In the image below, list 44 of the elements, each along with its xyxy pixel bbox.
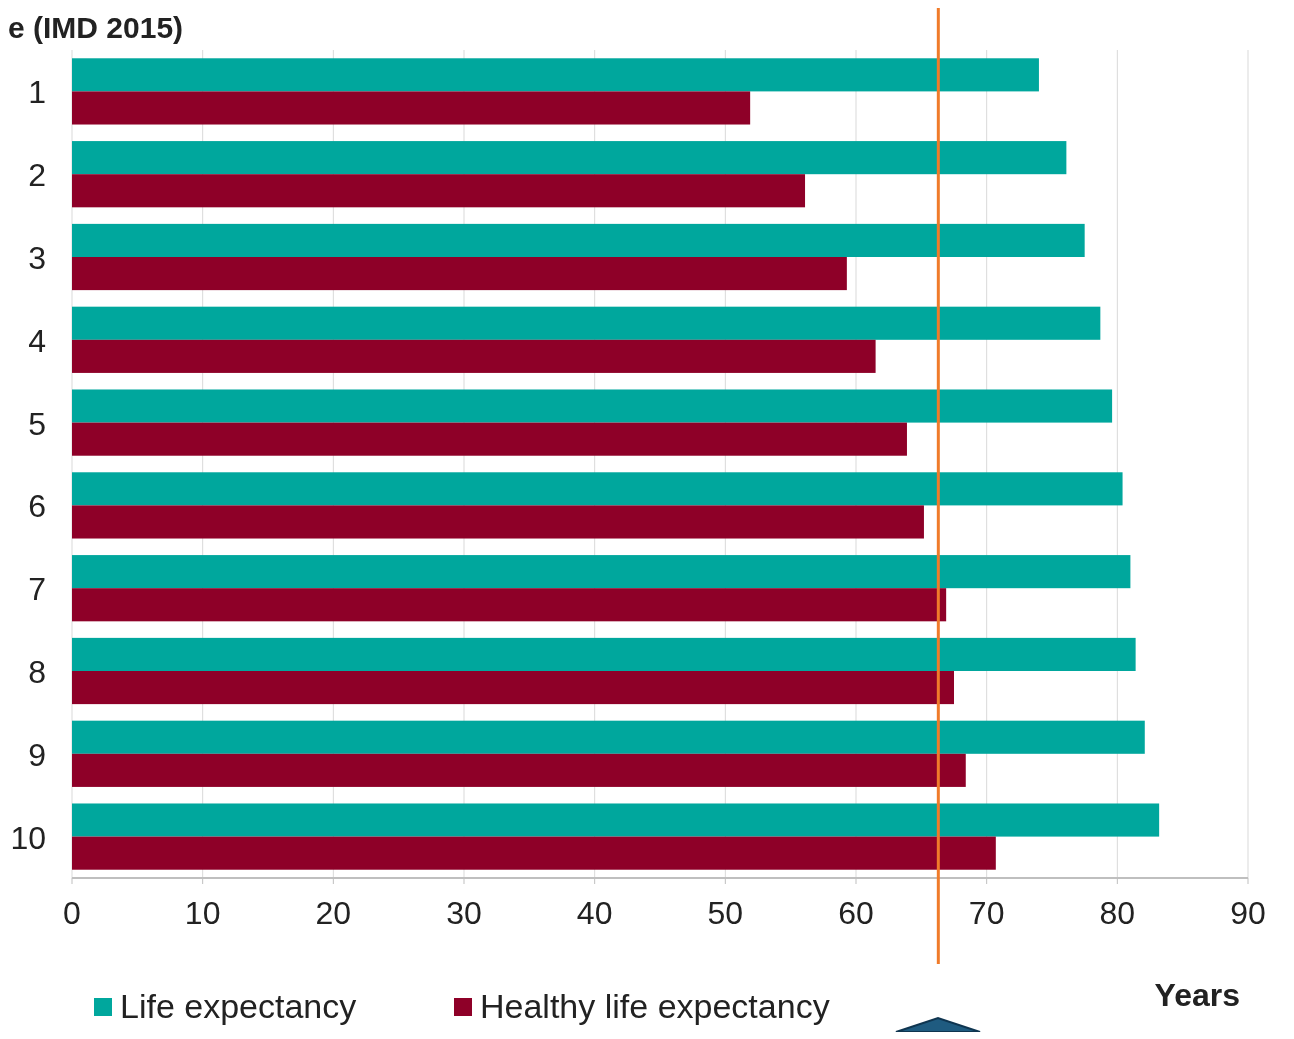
y-tick-label: 5 — [28, 405, 46, 442]
y-tick-label: 6 — [28, 488, 46, 525]
bar — [72, 91, 751, 125]
bar — [72, 472, 1123, 506]
bar — [72, 671, 954, 705]
bar — [72, 422, 907, 456]
x-tick-label: 50 — [707, 895, 744, 931]
bar — [72, 836, 996, 870]
y-tick-label: 1 — [28, 74, 46, 111]
bar — [72, 803, 1160, 837]
x-axis-title: Years — [1154, 977, 1240, 1013]
bar — [72, 753, 966, 787]
x-tick-label: 0 — [63, 895, 81, 931]
bar — [72, 257, 847, 291]
y-tick-label: 2 — [28, 157, 46, 194]
bar — [72, 555, 1131, 589]
y-tick-label: 3 — [28, 240, 46, 276]
legend-label: Life expectancy — [120, 987, 357, 1025]
bar — [72, 720, 1145, 754]
x-tick-label: 80 — [1099, 895, 1136, 931]
x-tick-label: 10 — [184, 895, 221, 931]
bar — [72, 637, 1136, 671]
x-tick-label: 70 — [968, 895, 1005, 931]
bar — [72, 588, 947, 622]
bar — [72, 58, 1039, 92]
bar — [72, 223, 1085, 257]
bar — [72, 306, 1101, 340]
bar — [72, 505, 924, 539]
x-tick-label: 30 — [446, 895, 482, 931]
y-tick-label: 9 — [28, 736, 46, 773]
bar — [72, 174, 806, 208]
chart-title: e (IMD 2015) — [8, 11, 184, 44]
x-tick-label: 40 — [576, 895, 613, 931]
y-tick-label: 8 — [28, 654, 46, 690]
y-tick-label: 10 — [10, 819, 46, 856]
bar — [72, 339, 876, 373]
x-tick-label: 20 — [315, 895, 352, 931]
bar — [72, 389, 1113, 423]
y-tick-label: 4 — [28, 322, 46, 359]
legend-label: Healthy life expectancy — [480, 987, 830, 1025]
x-tick-label: 60 — [838, 895, 874, 931]
y-tick-label: 7 — [28, 571, 46, 608]
bar — [72, 141, 1067, 175]
x-tick-label: 90 — [1230, 895, 1266, 931]
